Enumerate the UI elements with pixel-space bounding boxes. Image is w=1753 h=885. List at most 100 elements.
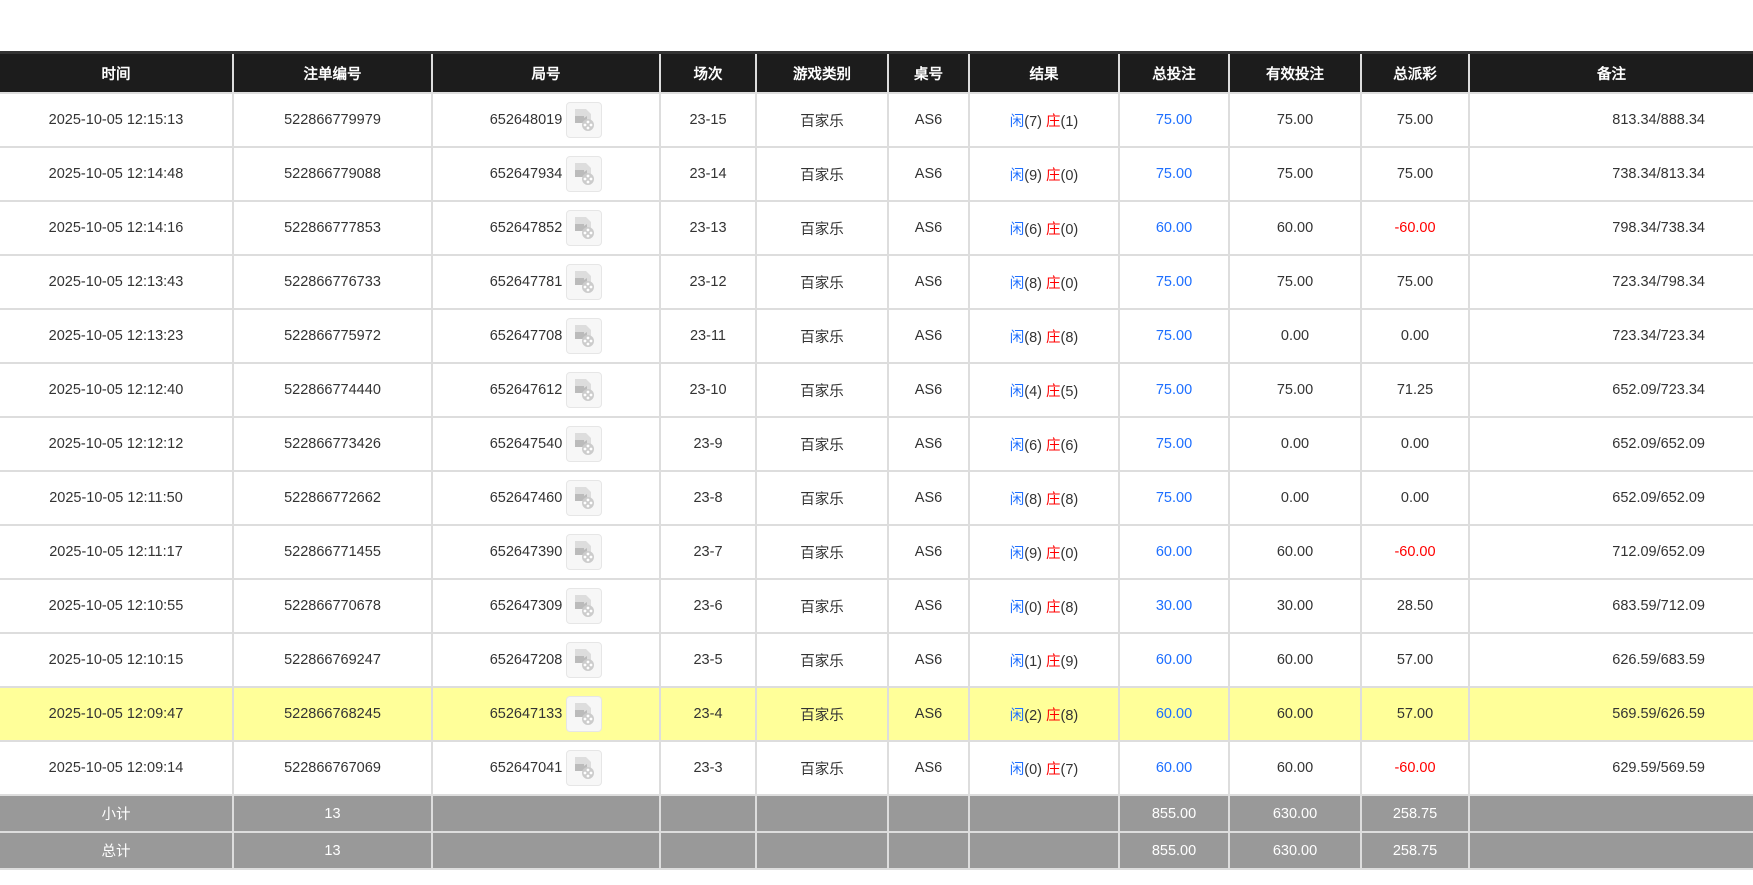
video-replay-icon[interactable] [566, 642, 603, 678]
player-score: (4) [1024, 383, 1042, 400]
player-score: (0) [1024, 761, 1042, 778]
valid-bet-cell: 60.00 [1228, 524, 1362, 580]
game-type-cell: 百家乐 [755, 632, 889, 688]
shoe-cell: 23-12 [659, 254, 757, 310]
total-bet-cell: 30.00 [1118, 578, 1230, 634]
video-replay-icon[interactable] [566, 750, 603, 786]
table-number-cell: AS6 [887, 146, 970, 202]
banker-label: 庄 [1046, 221, 1061, 238]
table-row[interactable]: 2025-10-05 12:14:48 522866779088 6526479… [0, 146, 1753, 202]
note-cell: 738.34/813.34 [1468, 146, 1753, 202]
note-cell: 626.59/683.59 [1468, 632, 1753, 688]
bet-id-cell: 522866779088 [232, 146, 433, 202]
table-row[interactable]: 2025-10-05 12:12:40 522866774440 6526476… [0, 362, 1753, 418]
valid-bet-cell: 60.00 [1228, 740, 1362, 796]
time-cell: 2025-10-05 12:12:40 [0, 362, 234, 418]
note-cell: 652.09/652.09 [1468, 416, 1753, 472]
valid-bet-cell: 60.00 [1228, 200, 1362, 256]
empty-cell [755, 831, 889, 870]
video-replay-icon[interactable] [566, 534, 603, 570]
video-replay-icon[interactable] [566, 102, 603, 138]
valid-bet-cell: 30.00 [1228, 578, 1362, 634]
round-cell: 652647208 [431, 632, 661, 688]
table-number-cell: AS6 [887, 632, 970, 688]
table-row[interactable]: 2025-10-05 12:11:17 522866771455 6526473… [0, 524, 1753, 580]
banker-score: (9) [1060, 653, 1079, 670]
banker-score: (0) [1060, 167, 1079, 184]
banker-label: 庄 [1046, 707, 1061, 724]
table-row[interactable]: 2025-10-05 12:09:14 522866767069 6526470… [0, 740, 1753, 796]
table-row[interactable]: 2025-10-05 12:13:23 522866775972 6526477… [0, 308, 1753, 364]
player-score: (2) [1024, 707, 1042, 724]
total-bet-cell: 60.00 [1118, 740, 1230, 796]
game-type-cell: 百家乐 [755, 686, 889, 742]
column-header: 场次 [659, 51, 756, 93]
player-label: 闲 [1009, 761, 1025, 778]
banker-label: 庄 [1046, 653, 1061, 670]
video-replay-icon[interactable] [566, 696, 603, 732]
note-cell: 723.34/723.34 [1468, 308, 1753, 364]
shoe-cell: 23-6 [659, 578, 757, 634]
video-replay-icon[interactable] [566, 210, 603, 246]
video-replay-icon[interactable] [566, 318, 603, 354]
player-label: 闲 [1009, 599, 1025, 616]
player-label: 闲 [1009, 653, 1025, 670]
video-replay-icon[interactable] [566, 372, 603, 408]
round-cell: 652647041 [431, 740, 661, 796]
result-cell: 闲(6) 庄(6) [968, 416, 1120, 472]
empty-cell [431, 831, 661, 870]
player-label: 闲 [1009, 383, 1025, 400]
bet-id-cell: 522866768245 [232, 686, 433, 742]
table-number-cell: AS6 [887, 254, 970, 310]
column-header: 游戏类别 [755, 51, 888, 93]
player-label: 闲 [1009, 545, 1025, 562]
payout-cell: 75.00 [1360, 92, 1470, 148]
time-cell: 2025-10-05 12:14:16 [0, 200, 234, 256]
banker-label: 庄 [1046, 761, 1061, 778]
table-number-cell: AS6 [887, 470, 970, 526]
table-row[interactable]: 2025-10-05 12:13:43 522866776733 6526477… [0, 254, 1753, 310]
table-number-cell: AS6 [887, 308, 970, 364]
table-row[interactable]: 2025-10-05 12:09:47 522866768245 6526471… [0, 686, 1753, 742]
payout-cell: -60.00 [1360, 200, 1470, 256]
round-cell: 652647460 [431, 470, 661, 526]
round-cell: 652647708 [431, 308, 661, 364]
round-number: 652647612 [489, 381, 563, 398]
summary-count: 13 [232, 831, 433, 870]
banker-score: (6) [1060, 437, 1079, 454]
table-row[interactable]: 2025-10-05 12:11:50 522866772662 6526474… [0, 470, 1753, 526]
time-cell: 2025-10-05 12:10:15 [0, 632, 234, 688]
table-row[interactable]: 2025-10-05 12:10:55 522866770678 6526473… [0, 578, 1753, 634]
banker-label: 庄 [1046, 491, 1061, 508]
banker-label: 庄 [1046, 437, 1061, 454]
payout-cell: -60.00 [1360, 524, 1470, 580]
round-number: 652647708 [489, 327, 563, 344]
empty-cell [1468, 831, 1753, 870]
table-row[interactable]: 2025-10-05 12:15:13 522866779979 6526480… [0, 92, 1753, 148]
round-number: 652647540 [489, 435, 563, 452]
round-number: 652647852 [489, 219, 563, 236]
table-row[interactable]: 2025-10-05 12:12:12 522866773426 6526475… [0, 416, 1753, 472]
payout-cell: 75.00 [1360, 254, 1470, 310]
video-replay-icon[interactable] [566, 156, 603, 192]
game-type-cell: 百家乐 [755, 470, 889, 526]
table-header-row: 时间 注单编号 局号 场次 游戏类别 桌号 结果 总投注 有效投注 总派彩 备注 [0, 51, 1753, 93]
shoe-cell: 23-14 [659, 146, 757, 202]
payout-cell: 71.25 [1360, 362, 1470, 418]
shoe-cell: 23-11 [659, 308, 757, 364]
result-cell: 闲(2) 庄(8) [968, 686, 1120, 742]
banker-score: (1) [1060, 113, 1079, 130]
table-row[interactable]: 2025-10-05 12:14:16 522866777853 6526478… [0, 200, 1753, 256]
bet-id-cell: 522866771455 [232, 524, 433, 580]
video-replay-icon[interactable] [566, 588, 603, 624]
player-label: 闲 [1009, 437, 1025, 454]
video-replay-icon[interactable] [566, 426, 603, 462]
time-cell: 2025-10-05 12:11:17 [0, 524, 234, 580]
summary-label: 小计 [0, 794, 234, 833]
video-replay-icon[interactable] [566, 480, 603, 516]
bet-records-table: 时间 注单编号 局号 场次 游戏类别 桌号 结果 总投注 有效投注 总派彩 备注 2025-10-0… [0, 51, 1753, 870]
table-row[interactable]: 2025-10-05 12:10:15 522866769247 6526472… [0, 632, 1753, 688]
video-replay-icon[interactable] [566, 264, 603, 300]
column-header: 注单编号 [232, 51, 432, 93]
payout-cell: 0.00 [1360, 470, 1470, 526]
